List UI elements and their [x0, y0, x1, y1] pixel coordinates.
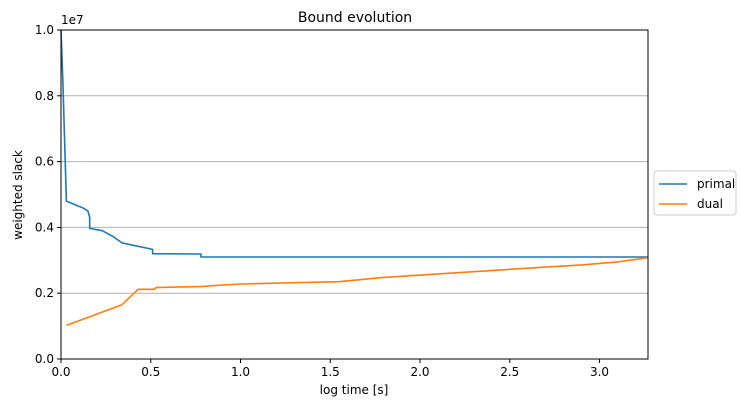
y-tick-label: 0.6: [35, 155, 54, 169]
series-line-dual: [66, 256, 649, 327]
legend-label-dual: dual: [697, 197, 723, 211]
legend-label-primal: primal: [697, 177, 735, 191]
x-axis-ticks: 0.0 0.5 1.0 1.5 2.0 2.5 3.0: [51, 359, 609, 379]
y-tick-label: 0.0: [35, 352, 54, 366]
x-tick-label: 1.5: [321, 365, 340, 379]
y-tick-label: 0.8: [35, 89, 54, 103]
series-line-primal: [60, 29, 648, 258]
legend: primal dual: [653, 170, 737, 216]
x-tick-label: 0.5: [141, 365, 160, 379]
x-tick-label: 1.0: [231, 365, 250, 379]
y-tick-label: 0.2: [35, 286, 54, 300]
series-layer: [60, 29, 649, 327]
x-axis-label: log time [s]: [320, 383, 389, 397]
y-tick-label: 1.0: [35, 23, 54, 37]
x-tick-label: 3.0: [590, 365, 609, 379]
y-axis-ticks: 0.0 0.2 0.4 0.6 0.8 1.0: [35, 23, 61, 366]
plot-frame: [60, 29, 649, 360]
x-tick-label: 2.5: [500, 365, 519, 379]
x-tick-label: 0.0: [51, 365, 70, 379]
y-tick-label: 0.4: [35, 220, 54, 234]
y-axis-label: weighted slack: [11, 150, 25, 240]
x-tick-label: 2.0: [410, 365, 429, 379]
y-axis-multiplier: 1e7: [61, 13, 84, 27]
grid-layer: [61, 95, 648, 294]
chart-title: Bound evolution: [298, 10, 412, 26]
